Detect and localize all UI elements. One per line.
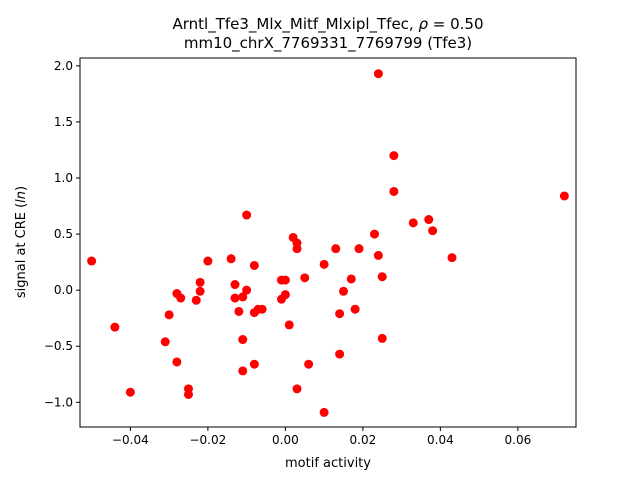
- x-tick-label: 0.00: [272, 433, 299, 447]
- data-point: [226, 254, 236, 264]
- x-tick-label: 0.04: [427, 433, 454, 447]
- data-point: [238, 292, 248, 302]
- data-point: [335, 349, 345, 359]
- data-point: [203, 256, 213, 266]
- data-point: [280, 275, 290, 285]
- x-tick-label: 0.06: [505, 433, 532, 447]
- y-tick-label: −1.0: [44, 395, 73, 409]
- data-point: [238, 335, 248, 345]
- data-point: [249, 359, 259, 369]
- data-point: [389, 186, 399, 196]
- y-axis-label: signal at CRE (ln): [14, 186, 29, 298]
- data-point: [428, 226, 438, 236]
- data-point: [164, 310, 174, 320]
- data-point: [184, 389, 193, 399]
- data-point: [195, 286, 205, 296]
- data-point: [373, 69, 383, 79]
- data-point: [335, 309, 345, 319]
- data-point: [195, 277, 205, 287]
- data-points: [87, 69, 569, 417]
- data-point: [319, 407, 329, 417]
- y-tick-label: 1.0: [54, 171, 73, 185]
- x-tick-label: −0.04: [112, 433, 149, 447]
- y-tick-label: 1.5: [54, 115, 73, 129]
- data-point: [373, 250, 383, 260]
- data-point: [280, 290, 290, 300]
- data-point: [339, 286, 348, 296]
- data-point: [354, 244, 364, 254]
- data-point: [125, 387, 135, 397]
- data-point: [160, 337, 170, 347]
- data-point: [292, 244, 302, 254]
- plot-area-frame: [79, 57, 577, 428]
- data-point: [230, 293, 240, 303]
- chart-title-line1: Arntl_Tfe3_Mlx_Mitf_Mlxipl_Tfec, ρ = 0.5…: [172, 15, 483, 34]
- y-tick-label: −0.5: [44, 339, 73, 353]
- data-point: [292, 384, 302, 394]
- data-point: [172, 357, 182, 367]
- x-axis-ticks: −0.04 −0.02 0.00 0.02 0.04 0.06: [112, 427, 531, 447]
- data-point: [87, 256, 97, 266]
- data-point: [408, 218, 418, 228]
- data-point: [230, 280, 240, 290]
- data-point: [284, 320, 294, 330]
- data-point: [249, 260, 259, 270]
- data-point: [447, 253, 457, 263]
- data-point: [319, 259, 329, 269]
- data-point: [242, 285, 252, 295]
- data-point: [350, 304, 360, 314]
- y-axis-ticks: −1.0 −0.5 0.0 0.5 1.0 1.5 2.0: [44, 59, 80, 409]
- chart-title-line2: mm10_chrX_7769331_7769799 (Tfe3): [184, 34, 472, 53]
- data-point: [389, 151, 399, 161]
- x-axis-label: motif activity: [285, 456, 371, 471]
- y-tick-label: 0.0: [54, 283, 73, 297]
- data-point: [300, 273, 310, 283]
- y-tick-label: 0.5: [54, 227, 73, 241]
- data-point: [370, 229, 379, 239]
- data-point: [424, 215, 434, 225]
- data-point: [257, 304, 267, 314]
- data-point: [110, 322, 120, 332]
- data-point: [377, 333, 387, 343]
- data-point: [191, 295, 201, 305]
- data-point: [176, 293, 186, 303]
- data-point: [559, 191, 569, 201]
- data-point: [234, 306, 244, 316]
- y-tick-label: 2.0: [54, 59, 73, 73]
- data-point: [346, 274, 356, 284]
- data-point: [304, 359, 314, 369]
- data-point: [242, 210, 252, 220]
- data-point: [377, 272, 387, 282]
- data-point: [331, 244, 341, 254]
- x-tick-label: −0.02: [189, 433, 226, 447]
- data-point: [238, 366, 248, 376]
- x-tick-label: 0.02: [350, 433, 377, 447]
